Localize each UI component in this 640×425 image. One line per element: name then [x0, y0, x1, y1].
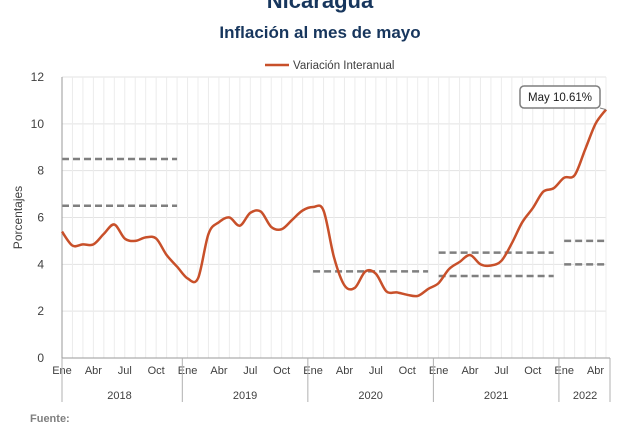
- x-tick-label: Abr: [336, 365, 353, 377]
- x-tick-label: Abr: [587, 365, 604, 377]
- y-tick-label: 4: [37, 257, 44, 271]
- x-tick-label: Oct: [524, 365, 541, 377]
- x-tick-label: Oct: [399, 365, 416, 377]
- annotation: May 10.61%: [520, 86, 606, 110]
- y-tick-label: 2: [37, 304, 44, 318]
- year-label: 2022: [573, 390, 597, 402]
- x-tick-label: Abr: [85, 365, 102, 377]
- x-tick-label: Jul: [118, 365, 132, 377]
- legend: Variación Interanual: [265, 60, 394, 72]
- year-label: 2021: [484, 390, 508, 402]
- x-tick-label: Jul: [243, 365, 257, 377]
- y-tick-label: 10: [31, 117, 45, 131]
- legend-label: Variación Interanual: [293, 60, 394, 72]
- year-label: 2020: [358, 390, 382, 402]
- x-tick-label: Abr: [210, 365, 227, 377]
- y-tick-label: 0: [37, 351, 44, 365]
- x-tick-label: Ene: [554, 365, 574, 377]
- x-tick-label: Ene: [429, 365, 449, 377]
- x-tick-label: Ene: [178, 365, 198, 377]
- x-tick-label: Ene: [303, 365, 323, 377]
- annotation-leader: [600, 108, 606, 110]
- x-tick-label: Abr: [461, 365, 478, 377]
- x-tick-label: Oct: [273, 365, 290, 377]
- source-label: Fuente:: [30, 413, 70, 425]
- year-label: 2018: [107, 390, 131, 402]
- year-label: 2019: [233, 390, 257, 402]
- y-axis-title: Porcentajes: [11, 186, 25, 249]
- annotation-text: May 10.61%: [528, 92, 592, 104]
- x-tick-label: Oct: [148, 365, 165, 377]
- x-tick-label: Jul: [369, 365, 383, 377]
- y-tick-label: 8: [37, 164, 44, 178]
- y-tick-label: 12: [31, 70, 45, 84]
- y-tick-label: 6: [37, 211, 44, 225]
- x-tick-label: Jul: [494, 365, 508, 377]
